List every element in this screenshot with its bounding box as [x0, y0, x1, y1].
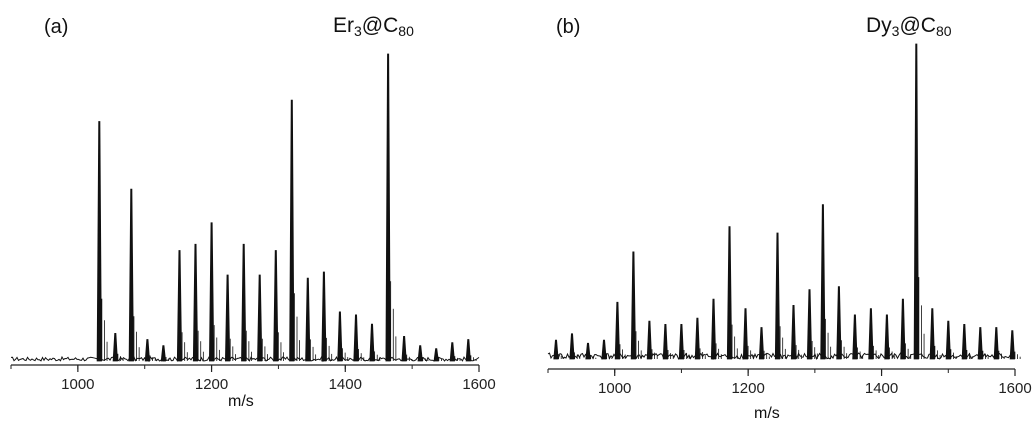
- spectrum-peak: [806, 289, 813, 360]
- spectrum-peak: [257, 274, 263, 362]
- spectrum-peak: [852, 314, 858, 360]
- spectrum-peak: [273, 250, 279, 362]
- spectrum-peak: [433, 348, 439, 362]
- spectrum-peak: [289, 99, 295, 362]
- spectrum-peak: [305, 277, 311, 362]
- spectrum-peak: [868, 308, 874, 360]
- spectrum-panel-a: (a) Er3@C80 1000 1200 1400 1600 m/s: [0, 0, 515, 429]
- spectrum-peak: [176, 250, 183, 362]
- title-base: Er: [333, 14, 354, 37]
- spectrum-peak: [710, 298, 717, 360]
- title-sub2: 80: [398, 23, 414, 39]
- x-tick-label: 1400: [865, 380, 898, 397]
- x-tick-label: 1200: [731, 380, 764, 397]
- spectrum-peak: [774, 232, 781, 360]
- spectrum-peak: [614, 301, 621, 360]
- spectrum-peak: [321, 271, 327, 362]
- baseline-noise: [547, 352, 1015, 360]
- spectrum-peak: [144, 339, 151, 362]
- panel-label: (b): [556, 16, 581, 38]
- spectrum-peak: [401, 336, 407, 362]
- spectrum-peak: [553, 339, 559, 360]
- x-tick-label: 1200: [195, 376, 228, 393]
- title-mid: @C: [899, 14, 936, 37]
- x-axis-label: m/s: [228, 393, 254, 410]
- mass-spectrum-plot: 1000 1200 1400 1600: [10, 53, 496, 393]
- spectrum-peak: [128, 188, 134, 362]
- spectrum-peak: [449, 342, 455, 362]
- x-tick-label: 1400: [329, 376, 362, 393]
- spectrum-peak: [646, 320, 653, 360]
- spectrum-peak: [913, 43, 919, 360]
- spectrum-peak: [929, 308, 935, 360]
- x-tick-label: 1000: [61, 376, 94, 393]
- spectrum-peak: [241, 243, 247, 362]
- chart-title: Dy3@C80: [866, 14, 952, 39]
- spectrum-peak: [758, 327, 765, 360]
- x-tick-label: 1000: [598, 380, 631, 397]
- spectrum-peak: [224, 274, 231, 362]
- spectrum-peak: [945, 320, 951, 360]
- spectrum-panel-b: (b) Dy3@C80 1000 1200 1400 1600 m/s: [520, 0, 1035, 429]
- spectrum-peak: [694, 317, 701, 360]
- spectrum-peak: [820, 204, 826, 360]
- spectrum-peak: [742, 308, 749, 360]
- spectrum-peak: [630, 251, 637, 360]
- spectrum-peak: [337, 311, 343, 362]
- x-tick-label: 1600: [998, 380, 1031, 397]
- spectrum-peak: [836, 286, 842, 360]
- spectrum-peak: [601, 339, 607, 360]
- spectrum-peak: [961, 324, 967, 360]
- spectrum-peak: [726, 226, 733, 360]
- spectrum-peak: [662, 324, 669, 360]
- spectrum-peak: [977, 327, 983, 360]
- spectrum-peak: [465, 339, 471, 362]
- spectrum-peak: [790, 305, 797, 360]
- spectrum-peak: [1009, 330, 1015, 360]
- spectrum-peak: [417, 345, 423, 362]
- x-axis-label: m/s: [754, 405, 780, 422]
- panel-label: (a): [44, 16, 69, 38]
- title-sub1: 3: [891, 23, 900, 39]
- spectrum-peak: [160, 345, 167, 362]
- spectrum-peak: [353, 314, 359, 362]
- spectrum-peak: [678, 324, 685, 360]
- spectrum-peak: [884, 314, 890, 360]
- title-mid: @C: [361, 14, 399, 37]
- spectrum-peak: [369, 323, 375, 362]
- chart-title: Er3@C80: [333, 14, 414, 39]
- title-sub2: 80: [935, 23, 952, 39]
- spectrum-peak: [569, 333, 575, 360]
- spectrum-peak: [993, 327, 999, 360]
- spectrum-peak: [585, 342, 591, 360]
- spectrum-peak: [900, 298, 906, 360]
- title-base: Dy: [866, 14, 892, 37]
- mass-spectrum-plot: 1000 1200 1400 1600: [547, 43, 1032, 397]
- title-sub1: 3: [354, 23, 362, 39]
- spectrum-peak: [208, 222, 215, 362]
- spectrum-peak: [192, 243, 199, 362]
- x-tick-label: 1600: [462, 376, 495, 393]
- spectrum-peak: [112, 333, 118, 362]
- spectrum-peak: [385, 53, 391, 362]
- spectrum-peak: [96, 121, 102, 362]
